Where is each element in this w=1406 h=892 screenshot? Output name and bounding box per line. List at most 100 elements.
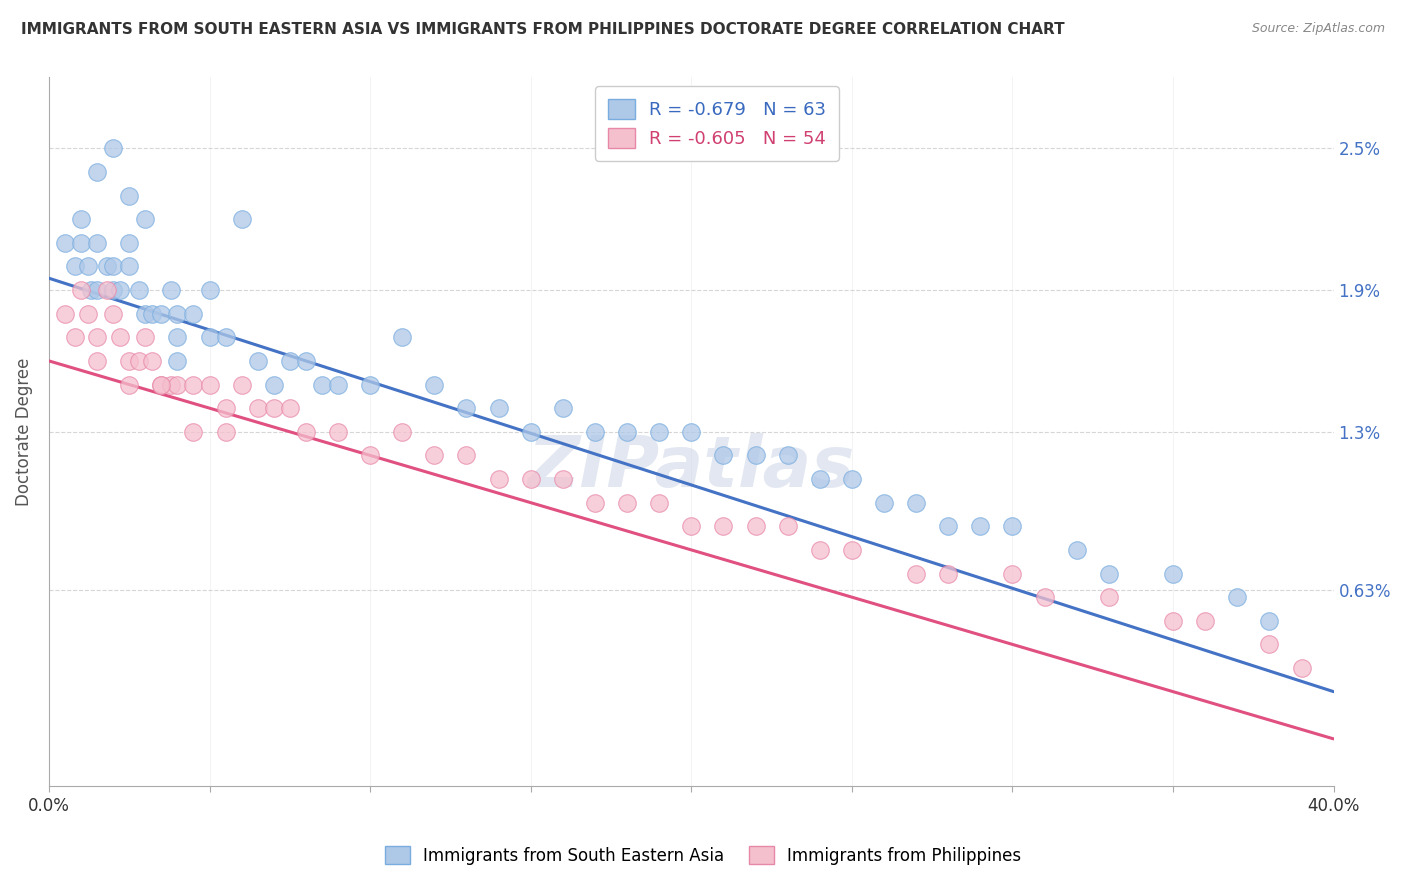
Point (63, 260, 86, 274)
Point (118, 260, 141, 274)
Point (1161, 614, 1184, 628)
Point (70, 283, 93, 297)
Point (198, 283, 221, 297)
Point (551, 472, 574, 486)
Point (86, 354, 108, 368)
Point (456, 401, 478, 416)
Point (295, 425, 318, 439)
Text: ZIPatlas: ZIPatlas (527, 433, 855, 501)
Point (1194, 614, 1216, 628)
Point (776, 519, 799, 533)
Point (488, 472, 510, 486)
Point (86, 165, 108, 179)
Text: IMMIGRANTS FROM SOUTH EASTERN ASIA VS IMMIGRANTS FROM PHILIPPINES DOCTORATE DEGR: IMMIGRANTS FROM SOUTH EASTERN ASIA VS IM… (21, 22, 1064, 37)
Point (391, 425, 413, 439)
Point (936, 566, 959, 581)
Point (713, 449, 735, 463)
Point (648, 425, 671, 439)
Point (76, 260, 98, 274)
Point (150, 307, 173, 321)
Point (1001, 519, 1024, 533)
Point (108, 283, 131, 297)
Point (648, 496, 671, 510)
Point (1066, 542, 1088, 557)
Point (841, 542, 863, 557)
Point (681, 425, 703, 439)
Point (183, 425, 205, 439)
Point (583, 425, 606, 439)
Point (198, 377, 221, 392)
Point (1226, 590, 1249, 604)
Point (808, 542, 831, 557)
Point (1098, 590, 1121, 604)
Y-axis label: Doctorate Degree: Doctorate Degree (15, 358, 32, 506)
Point (166, 307, 188, 321)
Point (1098, 566, 1121, 581)
Point (519, 472, 541, 486)
Point (96, 260, 118, 274)
Point (744, 449, 766, 463)
Point (359, 377, 381, 392)
Point (160, 377, 183, 392)
Point (519, 425, 541, 439)
Point (488, 401, 510, 416)
Point (103, 141, 125, 155)
Point (150, 377, 173, 392)
Point (231, 212, 253, 227)
Legend: R = -0.679   N = 63, R = -0.605   N = 54: R = -0.679 N = 63, R = -0.605 N = 54 (595, 87, 839, 161)
Point (1258, 637, 1281, 651)
Point (359, 449, 381, 463)
Point (326, 425, 349, 439)
Point (86, 235, 108, 250)
Point (1258, 614, 1281, 628)
Point (969, 519, 991, 533)
Point (744, 519, 766, 533)
Point (214, 330, 236, 344)
Point (616, 425, 638, 439)
Point (1161, 566, 1184, 581)
Point (86, 330, 108, 344)
Point (841, 472, 863, 486)
Point (183, 377, 205, 392)
Point (808, 472, 831, 486)
Point (423, 449, 446, 463)
Point (198, 330, 221, 344)
Point (128, 354, 150, 368)
Point (118, 354, 141, 368)
Point (263, 401, 285, 416)
Point (326, 377, 349, 392)
Point (681, 519, 703, 533)
Point (1291, 661, 1313, 675)
Point (141, 307, 163, 321)
Text: Source: ZipAtlas.com: Source: ZipAtlas.com (1251, 22, 1385, 36)
Point (103, 283, 125, 297)
Point (134, 330, 156, 344)
Point (134, 307, 156, 321)
Point (1001, 566, 1024, 581)
Point (150, 377, 173, 392)
Point (905, 566, 928, 581)
Point (166, 377, 188, 392)
Point (936, 519, 959, 533)
Point (166, 330, 188, 344)
Point (76, 307, 98, 321)
Point (246, 401, 269, 416)
Point (53, 235, 76, 250)
Point (214, 425, 236, 439)
Point (278, 401, 301, 416)
Point (583, 496, 606, 510)
Point (80, 283, 103, 297)
Point (263, 377, 285, 392)
Point (108, 330, 131, 344)
Point (53, 307, 76, 321)
Point (278, 354, 301, 368)
Point (86, 283, 108, 297)
Point (456, 449, 478, 463)
Point (616, 496, 638, 510)
Point (134, 212, 156, 227)
Point (118, 377, 141, 392)
Point (141, 354, 163, 368)
Point (70, 235, 93, 250)
Point (551, 401, 574, 416)
Point (391, 330, 413, 344)
